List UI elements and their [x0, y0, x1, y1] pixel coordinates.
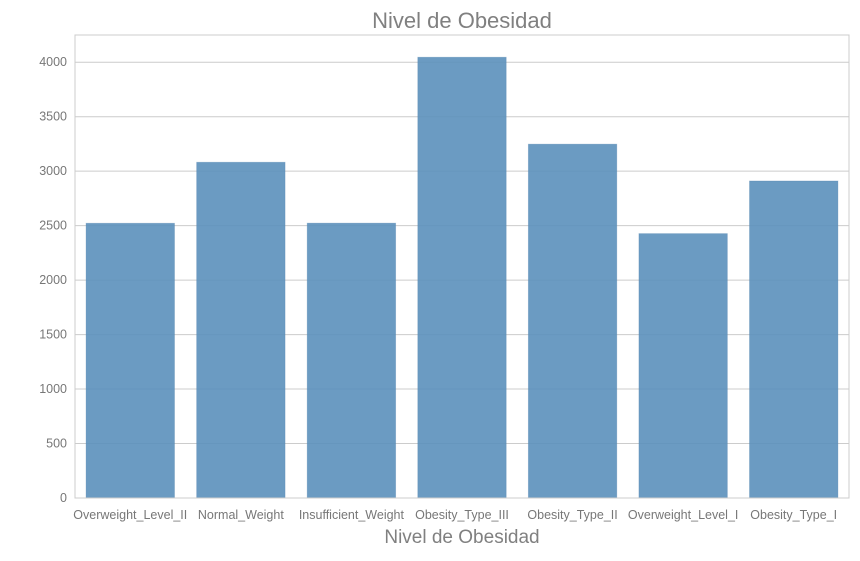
x-tick-label: Normal_Weight — [198, 508, 284, 522]
y-tick-label: 4000 — [39, 55, 67, 69]
x-axis-label: Nivel de Obesidad — [384, 527, 539, 548]
y-tick-label: 0 — [60, 491, 67, 505]
y-tick-label: 500 — [46, 437, 67, 451]
plot-border — [74, 34, 850, 499]
x-tick-label: Overweight_Level_II — [73, 508, 187, 522]
x-tick-label: Overweight_Level_I — [628, 508, 738, 522]
y-tick-label: 1000 — [39, 382, 67, 396]
bar-normal-weight — [196, 161, 286, 499]
bar-overweight-level-ii — [85, 222, 175, 499]
x-tick-label: Insufficient_Weight — [299, 508, 405, 522]
bar-obesity-type-iii — [417, 56, 507, 499]
x-tick-label: Obesity_Type_II — [527, 508, 617, 522]
y-tick-label: 1500 — [39, 328, 67, 342]
bar-insufficient-weight — [306, 222, 397, 499]
y-tick-label: 3000 — [39, 164, 67, 178]
bar-overweight-level-i — [638, 233, 728, 499]
x-tick-label: Obesity_Type_III — [415, 508, 509, 522]
plot-frame — [74, 34, 850, 499]
x-tick-label: Obesity_Type_I — [750, 508, 837, 522]
bars — [85, 56, 839, 499]
y-tick-label: 2000 — [39, 273, 67, 287]
y-axis-ticks: 0 500 1000 1500 2000 2500 3000 3500 4000 — [39, 55, 67, 505]
bar-obesity-type-i — [749, 180, 839, 499]
bar-obesity-type-ii — [527, 143, 618, 499]
y-tick-label: 2500 — [39, 219, 67, 233]
x-axis-ticks: Overweight_Level_II Normal_Weight Insuffic… — [73, 508, 837, 522]
chart-title: Nivel de Obesidad — [372, 8, 552, 33]
y-tick-label: 3500 — [39, 110, 67, 124]
